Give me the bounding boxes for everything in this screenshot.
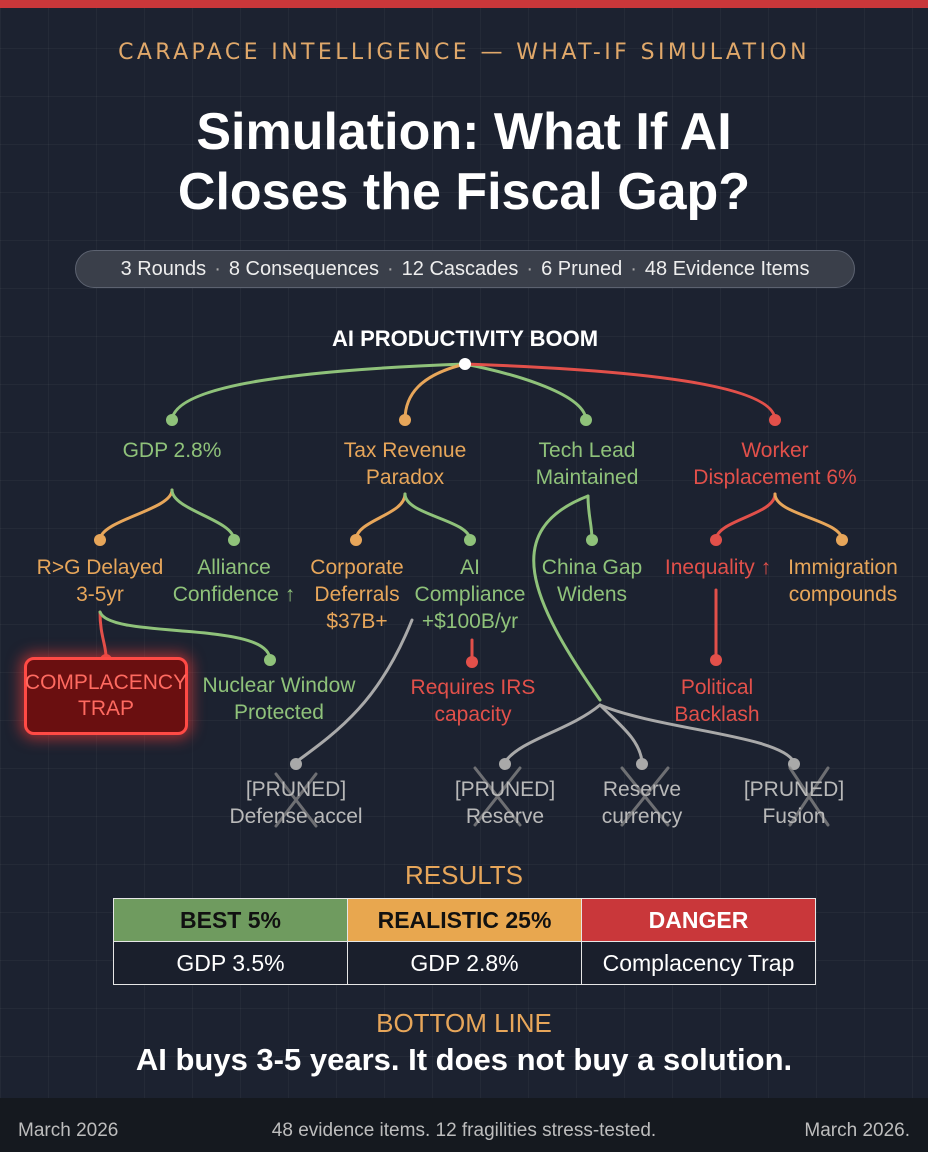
node-political-backlash-label: Political Backlash bbox=[674, 676, 760, 726]
bottom-line-heading: BOTTOM LINE bbox=[376, 1008, 552, 1038]
edge-tax-ai bbox=[403, 492, 472, 542]
edge-rg-nuclear bbox=[98, 610, 272, 662]
node-gdp bbox=[166, 414, 178, 426]
node-corporate-label: Corporate Deferrals $37B+ bbox=[310, 556, 404, 633]
node-rg bbox=[94, 534, 106, 546]
node-alliance-label: Alliance Confidence ↑ bbox=[172, 556, 296, 606]
bottom-line-text: AI buys 3-5 years. It does not buy a sol… bbox=[135, 1042, 793, 1077]
edge-root-worker bbox=[463, 362, 777, 422]
stats-pill: 3 Rounds · 8 Consequences · 12 Cascades · 6… bbox=[75, 250, 855, 288]
node-pruned-defense bbox=[290, 758, 302, 770]
edge-gdp-alliance bbox=[170, 488, 236, 542]
node-china bbox=[586, 534, 598, 546]
pruned-reserve-label: [PRUNED] Reserve bbox=[454, 778, 556, 828]
result-realistic-header: REALISTIC 25% bbox=[347, 898, 582, 942]
pruned-defense-label: [PRUNED] Defense accel bbox=[229, 778, 363, 828]
node-tax bbox=[399, 414, 411, 426]
node-root bbox=[459, 358, 471, 370]
page-title: Simulation: What If AI Closes the Fiscal… bbox=[177, 103, 751, 221]
node-ai-compliance bbox=[464, 534, 476, 546]
footer-date-left: March 2026 bbox=[18, 1120, 119, 1141]
edge-root-tax bbox=[403, 362, 467, 422]
footer-center-note: 48 evidence items. 12 fragilities stress… bbox=[271, 1120, 657, 1141]
node-worker bbox=[769, 414, 781, 426]
node-pruned-currency bbox=[636, 758, 648, 770]
result-danger-header: DANGER bbox=[581, 898, 816, 942]
node-irs bbox=[466, 656, 478, 668]
edge-root-gdp bbox=[170, 362, 467, 422]
branch-tech-label: Tech Lead Maintained bbox=[535, 439, 639, 489]
node-alliance bbox=[228, 534, 240, 546]
edge-worker-immigration bbox=[773, 492, 844, 542]
results-table: BEST 5% REALISTIC 25% DANGER GDP 3.5% GD… bbox=[113, 898, 816, 985]
results-heading: RESULTS bbox=[405, 860, 523, 890]
pruned-x-defense bbox=[274, 772, 318, 828]
edge-pruned-fusion bbox=[598, 703, 796, 764]
results-header-row: BEST 5% REALISTIC 25% DANGER bbox=[113, 898, 816, 942]
branch-gdp-label: GDP 2.8% bbox=[122, 439, 222, 462]
kicker-text: CARAPACE INTELLIGENCE — WHAT-IF SIMULATI… bbox=[118, 40, 810, 65]
result-best-header: BEST 5% bbox=[113, 898, 348, 942]
edge-worker-inequality bbox=[714, 492, 777, 542]
edge-pruned-reserve bbox=[503, 703, 602, 764]
stat-evidence: 48 Evidence Items bbox=[644, 257, 810, 280]
complacency-trap-box: COMPLACENCY TRAP bbox=[24, 657, 188, 735]
root-node-label: AI PRODUCTIVITY BOOM bbox=[331, 326, 599, 351]
node-immigration bbox=[836, 534, 848, 546]
node-china-gap-label: China Gap Widens bbox=[541, 556, 643, 606]
pruned-reserve-currency-label: Reserve currency bbox=[601, 778, 683, 828]
edge-tech-pruned bbox=[532, 494, 602, 702]
result-best-value: GDP 3.5% bbox=[113, 941, 348, 985]
branch-worker-label: Worker Displacement 6% bbox=[693, 439, 857, 489]
edge-gdp-rg bbox=[98, 488, 174, 542]
node-ai-compliance-label: AI Compliance +$100B/yr bbox=[414, 556, 526, 633]
node-rg-delayed-label: R>G Delayed 3-5yr bbox=[36, 556, 164, 606]
results-value-row: GDP 3.5% GDP 2.8% Complacency Trap bbox=[113, 941, 816, 985]
edge-tech-china bbox=[586, 494, 594, 542]
stat-rounds: 3 Rounds bbox=[120, 257, 207, 280]
node-inequality-label: Inequality ↑ bbox=[664, 556, 772, 579]
edge-pruned-currency bbox=[598, 703, 644, 764]
pruned-fusion-label: [PRUNED] Fusion bbox=[743, 778, 845, 828]
result-realistic-value: GDP 2.8% bbox=[347, 941, 582, 985]
edge-pruned-defense bbox=[294, 618, 414, 764]
footer-bar: March 2026 48 evidence items. 12 fragili… bbox=[0, 1098, 928, 1152]
pruned-x-currency bbox=[620, 766, 670, 827]
node-backlash bbox=[710, 654, 722, 666]
top-accent-bar bbox=[0, 0, 928, 8]
pruned-x-fusion bbox=[788, 766, 830, 827]
node-nuclear bbox=[264, 654, 276, 666]
node-nuclear-window-label: Nuclear Window Protected bbox=[202, 674, 356, 724]
node-irs-capacity-label: Requires IRS capacity bbox=[410, 676, 536, 726]
footer-date-right: March 2026. bbox=[804, 1120, 910, 1141]
node-immigration-label: Immigration compounds bbox=[788, 556, 898, 606]
edge-tax-corporate bbox=[354, 492, 407, 542]
node-tech bbox=[580, 414, 592, 426]
result-danger-value: Complacency Trap bbox=[581, 941, 816, 985]
stat-pruned: 6 Pruned bbox=[541, 257, 623, 280]
pruned-x-reserve bbox=[473, 766, 522, 827]
branch-tax-label: Tax Revenue Paradox bbox=[343, 439, 467, 489]
stat-consequences: 8 Consequences bbox=[228, 257, 379, 280]
node-pruned-reserve bbox=[499, 758, 511, 770]
stat-cascades: 12 Cascades bbox=[401, 257, 519, 280]
node-corporate bbox=[350, 534, 362, 546]
edge-root-tech bbox=[463, 362, 588, 422]
node-inequality bbox=[710, 534, 722, 546]
